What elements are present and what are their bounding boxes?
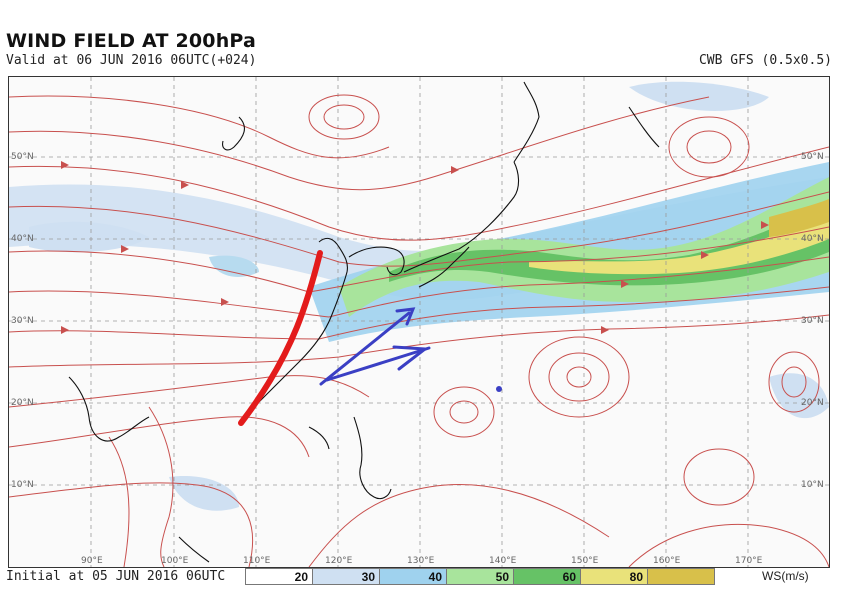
flow-arrows <box>61 161 769 334</box>
lat-label: 10°N <box>11 480 34 490</box>
legend-label: 60 <box>562 570 576 584</box>
graticule <box>9 77 829 567</box>
streamlines <box>9 94 829 567</box>
location-dot <box>496 386 502 392</box>
lon-label: 100°E <box>161 556 189 566</box>
legend-swatch: 30 <box>312 568 380 585</box>
wind-speed-legend: 20 30 40 50 60 80 <box>245 568 715 585</box>
legend-swatch: 20 <box>245 568 313 585</box>
lon-label: 170°E <box>735 556 763 566</box>
lon-label: 90°E <box>81 556 103 566</box>
lon-label: 120°E <box>325 556 353 566</box>
map-canvas: 50°N 40°N 30°N 20°N 10°N 50°N 40°N 30°N … <box>9 77 829 567</box>
lon-label: 130°E <box>407 556 435 566</box>
lon-label: 140°E <box>489 556 517 566</box>
legend-label: 40 <box>428 570 442 584</box>
wind-speed-unit: WS(m/s) <box>762 569 809 583</box>
lon-label: 110°E <box>243 556 271 566</box>
model-label: CWB GFS (0.5x0.5) <box>698 53 832 68</box>
lat-label-right: 20°N <box>801 398 824 408</box>
legend-swatch: 50 <box>446 568 514 585</box>
lat-label: 50°N <box>11 152 34 162</box>
legend-swatch <box>647 568 715 585</box>
valid-time: Valid at 06 JUN 2016 06UTC(+024) <box>6 53 257 68</box>
legend-label: 50 <box>495 570 509 584</box>
legend-swatch: 80 <box>580 568 648 585</box>
legend-label: 80 <box>629 570 643 584</box>
legend-swatch: 40 <box>379 568 447 585</box>
wind-map: 50°N 40°N 30°N 20°N 10°N 50°N 40°N 30°N … <box>8 76 830 568</box>
legend-label: 20 <box>294 570 308 584</box>
lat-labels: 50°N 40°N 30°N 20°N 10°N 50°N 40°N 30°N … <box>11 152 824 490</box>
lat-label: 40°N <box>11 234 34 244</box>
lat-label-right: 50°N <box>801 152 824 162</box>
initial-time: Initial at 05 JUN 2016 06UTC <box>6 569 226 584</box>
lat-label-right: 40°N <box>801 234 824 244</box>
lat-label: 30°N <box>11 316 34 326</box>
lon-labels: 90°E 100°E 110°E 120°E 130°E 140°E 150°E… <box>81 556 763 566</box>
map-title: WIND FIELD AT 200hPa <box>6 30 257 52</box>
lon-label: 160°E <box>653 556 681 566</box>
blue-annotation-arrows <box>319 307 431 386</box>
lat-label: 20°N <box>11 398 34 408</box>
legend-swatch: 60 <box>513 568 581 585</box>
legend-label: 30 <box>361 570 375 584</box>
coastlines <box>68 81 660 563</box>
lon-label: 150°E <box>571 556 599 566</box>
lat-label-right: 10°N <box>801 480 824 490</box>
red-annotation-line <box>238 250 323 426</box>
lat-label-right: 30°N <box>801 316 824 326</box>
